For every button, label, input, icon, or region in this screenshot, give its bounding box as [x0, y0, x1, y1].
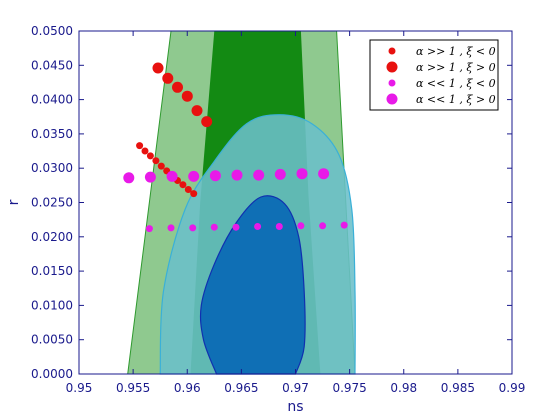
data-point-series-3	[296, 168, 308, 180]
x-tick-label: 0.96	[174, 381, 201, 395]
data-point-series-3	[231, 169, 243, 181]
y-tick-label: 0.0000	[31, 367, 73, 381]
data-point-series-2	[232, 223, 240, 231]
data-point-series-3	[166, 170, 178, 182]
data-point-series-1	[201, 116, 213, 128]
y-tick-label: 0.0300	[31, 161, 73, 175]
legend-label: α << 1 , ξ < 0	[416, 77, 496, 90]
axis-ticks: 0.95 0.955 0.96 0.965 0.97 0.975 0.98 0.985 0.99…	[31, 24, 525, 395]
data-point-series-0	[136, 142, 144, 150]
x-tick-label: 0.985	[441, 381, 475, 395]
data-point-series-2	[340, 221, 348, 229]
y-tick-label: 0.0050	[31, 333, 73, 347]
x-tick-label: 0.98	[390, 381, 417, 395]
data-point-series-2	[319, 222, 327, 230]
data-point-series-0	[152, 157, 160, 165]
y-tick-label: 0.0250	[31, 196, 73, 210]
data-point-series-1	[172, 81, 183, 93]
data-point-series-2	[210, 223, 218, 231]
legend-marker	[386, 61, 398, 73]
data-point-series-2	[275, 223, 283, 230]
x-tick-label: 0.97	[282, 381, 309, 395]
data-point-series-0	[179, 181, 187, 189]
data-point-series-2	[254, 223, 262, 230]
x-tick-label: 0.955	[116, 381, 150, 395]
data-point-series-1	[162, 72, 174, 84]
x-tick-label: 0.95	[66, 381, 93, 395]
data-point-series-2	[297, 222, 305, 230]
y-tick-label: 0.0450	[31, 58, 73, 72]
data-point-series-3	[209, 170, 221, 182]
y-tick-label: 0.0100	[31, 298, 73, 312]
contour-regions	[127, 30, 356, 375]
data-point-series-0	[157, 162, 165, 170]
data-point-series-1	[191, 105, 203, 117]
legend-marker	[388, 79, 396, 87]
x-tick-label: 0.965	[224, 381, 258, 395]
legend-label: α << 1 , ξ > 0	[416, 93, 496, 106]
y-tick-label: 0.0350	[31, 127, 73, 141]
y-tick-label: 0.0150	[31, 264, 73, 278]
data-point-series-3	[144, 171, 156, 183]
legend-marker	[388, 47, 396, 55]
data-point-series-0	[184, 186, 192, 193]
legend-label: α >> 1 , ξ < 0	[416, 45, 496, 58]
x-tick-label: 0.975	[332, 381, 366, 395]
data-point-series-3	[318, 168, 330, 180]
data-point-series-2	[189, 224, 197, 232]
data-point-series-0	[146, 152, 154, 160]
data-point-series-1	[181, 90, 193, 102]
data-point-series-1	[152, 62, 164, 74]
y-tick-label: 0.0400	[31, 93, 73, 107]
x-tick-label: 0.99	[499, 381, 526, 395]
legend-marker	[386, 93, 398, 105]
data-point-series-2	[145, 225, 153, 233]
data-point-series-3	[188, 170, 200, 182]
data-point-series-3	[253, 169, 265, 181]
data-point-series-3	[123, 172, 135, 184]
y-tick-label: 0.0200	[31, 230, 73, 244]
contour-blue-inner	[199, 195, 306, 375]
y-tick-label: 0.0500	[31, 24, 73, 38]
data-points	[123, 62, 348, 233]
legend: α >> 1 , ξ < 0 α >> 1 , ξ > 0 α << 1 , ξ <…	[369, 39, 499, 111]
data-point-series-3	[274, 168, 286, 180]
data-point-series-2	[167, 224, 175, 232]
legend-label: α >> 1 , ξ > 0	[416, 61, 496, 74]
data-point-series-0	[190, 190, 198, 198]
x-axis-title: ns	[287, 399, 303, 415]
data-point-series-0	[141, 147, 149, 155]
y-axis-title: r	[6, 199, 22, 205]
